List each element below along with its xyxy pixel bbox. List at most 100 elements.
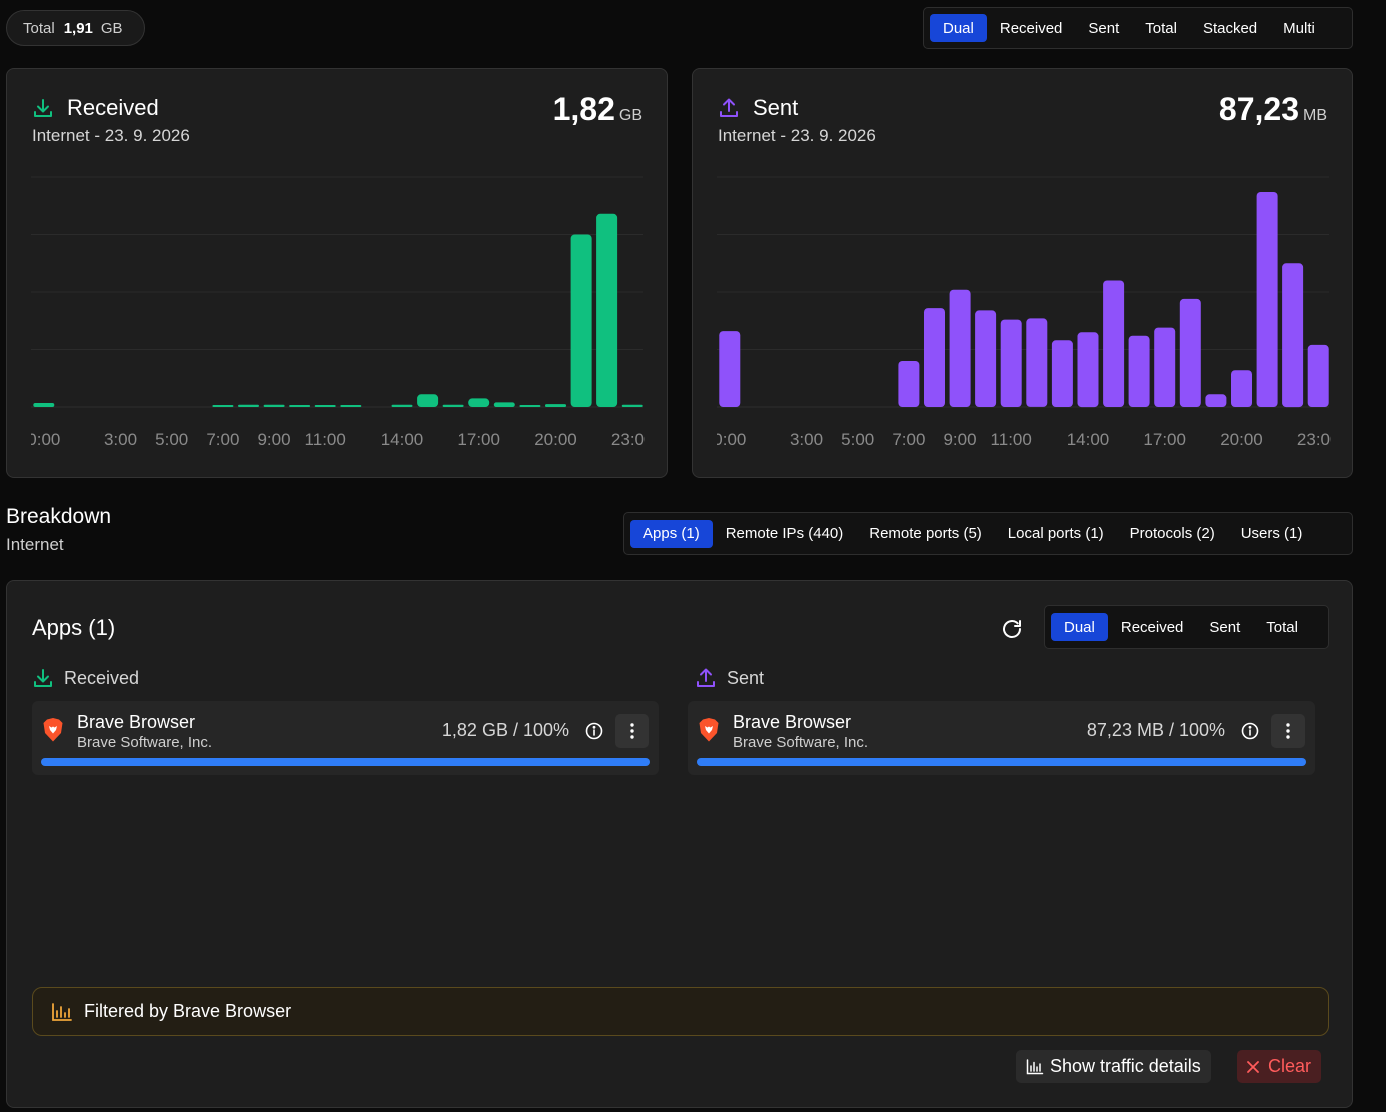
received-x-tick-label: 17:00 — [457, 430, 500, 449]
apps-sent-label: Sent — [727, 667, 765, 688]
app-row-sent[interactable]: Brave Browser Brave Software, Inc. 87,23… — [688, 701, 1315, 775]
breakdown-title: Breakdown — [6, 505, 112, 528]
sent-x-tick-label: 17:00 — [1143, 430, 1186, 449]
sent-title-text: Sent — [753, 95, 799, 120]
sent-total-value: 87,23 MB — [1219, 91, 1327, 128]
total-unit: GB — [100, 19, 123, 37]
received-x-tick-label: 5:00 — [155, 430, 188, 449]
breakdown-subtitle: Internet — [6, 535, 64, 554]
apps-mode-received[interactable]: Received — [1120, 618, 1184, 636]
received-bar-10 — [289, 405, 311, 407]
received-x-tick-label: 9:00 — [257, 430, 290, 449]
sent-bar-18 — [1179, 298, 1201, 407]
upload-icon — [697, 668, 715, 687]
app-menu-button[interactable] — [1271, 714, 1305, 748]
tab-local-ports[interactable]: Local ports (1) — [1007, 525, 1104, 542]
sent-bar-20 — [1231, 370, 1252, 407]
received-bar-11 — [314, 405, 336, 407]
view-mode-received[interactable]: Received — [999, 19, 1063, 37]
apps-title: Apps (1) — [32, 615, 116, 640]
app-vendor: Brave Software, Inc. — [733, 734, 869, 751]
received-value-unit: GB — [618, 107, 642, 124]
sent-x-tick-label: 20:00 — [1220, 430, 1263, 449]
sent-x-tick-label: 9:00 — [943, 430, 976, 449]
sent-bar-10 — [975, 310, 997, 407]
view-mode-total[interactable]: Total — [1145, 19, 1177, 37]
brave-lion-icon — [43, 718, 63, 742]
brave-lion-icon — [699, 718, 719, 742]
bar-chart-icon — [52, 1002, 72, 1021]
app-share-bar-fill — [697, 758, 1306, 766]
received-bar-9 — [263, 404, 285, 407]
app-name: Brave Browser — [77, 712, 196, 732]
received-bar-12 — [340, 405, 362, 407]
apps-mode-dual[interactable]: Dual — [1051, 613, 1108, 641]
clear-filter-label: Clear — [1268, 1056, 1312, 1076]
sent-bar-9 — [949, 289, 971, 407]
sent-bar-12 — [1026, 318, 1048, 407]
sent-bar-0 — [719, 331, 741, 407]
app-row-received[interactable]: Brave Browser Brave Software, Inc. 1,82 … — [32, 701, 659, 775]
app-vendor: Brave Software, Inc. — [77, 734, 213, 751]
clear-filter-button[interactable]: Clear — [1237, 1050, 1322, 1083]
app-traffic-stat: 1,82 GB / 100% — [441, 720, 569, 740]
apps-sent-header: Sent — [695, 667, 764, 689]
received-value-number: 1,82 — [552, 91, 615, 127]
total-value: 1,91 — [63, 19, 93, 37]
received-bar-20 — [545, 404, 566, 407]
show-traffic-details-label: Show traffic details — [1050, 1056, 1201, 1076]
upload-icon — [720, 98, 738, 117]
tab-remote-ports[interactable]: Remote ports (5) — [869, 525, 982, 542]
apps-mode-sent[interactable]: Sent — [1209, 618, 1241, 636]
filter-text: Filtered by Brave Browser — [84, 1001, 292, 1021]
sent-bar-14 — [1077, 332, 1099, 408]
view-mode-selector: Dual Received Sent Total Stacked Multi — [923, 7, 1353, 49]
info-icon[interactable] — [1241, 722, 1259, 740]
view-mode-dual[interactable]: Dual — [930, 14, 987, 42]
download-icon — [34, 99, 52, 117]
sent-bar-7 — [898, 361, 920, 407]
received-bar-23 — [621, 404, 643, 407]
tab-users[interactable]: Users (1) — [1240, 525, 1303, 542]
received-total-value: 1,82 GB — [553, 91, 642, 128]
received-x-tick-label: 23:00 — [611, 430, 645, 449]
received-bar-16 — [442, 404, 464, 407]
received-bar-14 — [391, 404, 413, 407]
sent-bar-22 — [1282, 263, 1304, 408]
info-icon[interactable] — [585, 722, 603, 740]
received-bar-18 — [493, 402, 515, 407]
received-x-tick-label: 11:00 — [305, 430, 346, 449]
sent-bar-17 — [1154, 327, 1176, 407]
view-mode-multi[interactable]: Multi — [1283, 19, 1315, 37]
refresh-icon[interactable] — [1000, 617, 1024, 641]
received-bar-chart: 0:00 3:00 5:00 7:00 9:00 11:00 14:00 17:00 20:00… — [31, 176, 645, 449]
tab-apps[interactable]: Apps (1) — [630, 519, 713, 548]
sent-bar-21 — [1256, 192, 1278, 407]
received-x-tick-label: 14:00 — [381, 430, 424, 449]
apps-received-header: Received — [32, 667, 139, 689]
apps-mode-selector: Dual Received Sent Total — [1044, 605, 1329, 649]
total-traffic-pill: Total 1,91 GB — [6, 10, 145, 46]
tab-remote-ips[interactable]: Remote IPs (440) — [725, 525, 844, 542]
sent-bar-8 — [924, 308, 945, 407]
received-card-title: Received — [32, 95, 159, 121]
received-title-text: Received — [67, 95, 159, 120]
sent-x-tick-label: 14:00 — [1067, 430, 1110, 449]
sent-bar-23 — [1307, 344, 1329, 407]
sent-chart-card: Sent Internet - 23. 9. 2026 87,23 MB 0:00… — [692, 68, 1353, 478]
apps-mode-total[interactable]: Total — [1266, 618, 1298, 636]
show-traffic-details-button[interactable]: Show traffic details — [1016, 1050, 1211, 1083]
app-menu-button[interactable] — [615, 714, 649, 748]
app-name: Brave Browser — [733, 712, 852, 732]
received-x-tick-label: 20:00 — [534, 430, 577, 449]
sent-x-tick-label: 3:00 — [790, 430, 823, 449]
view-mode-stacked[interactable]: Stacked — [1202, 19, 1258, 37]
sent-bar-19 — [1205, 394, 1227, 407]
received-bar-8 — [238, 404, 259, 407]
sent-value-unit: MB — [1303, 107, 1327, 124]
sent-x-tick-label: 23:00 — [1297, 430, 1331, 449]
tab-protocols[interactable]: Protocols (2) — [1129, 525, 1215, 542]
sent-x-tick-label: 0:00 — [717, 430, 746, 449]
sent-card-title: Sent — [718, 95, 798, 121]
view-mode-sent[interactable]: Sent — [1088, 19, 1120, 37]
